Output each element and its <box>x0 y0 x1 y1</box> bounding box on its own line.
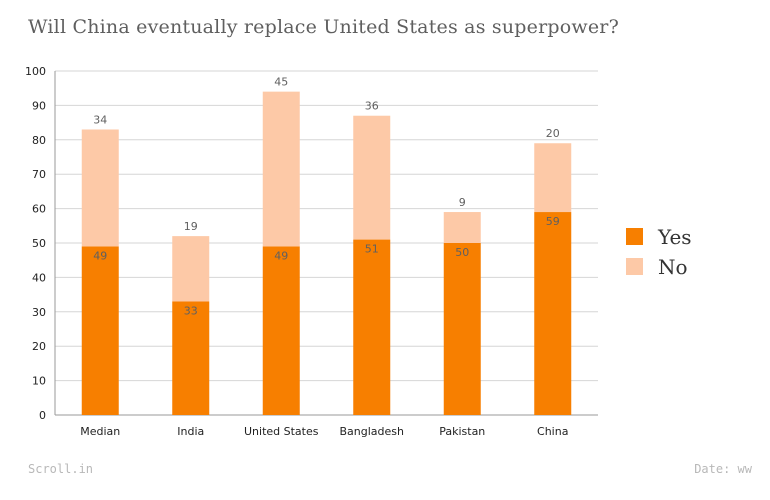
data-label: 19 <box>184 220 198 233</box>
y-tick-label: 100 <box>25 65 46 78</box>
legend-swatch-no <box>626 258 643 275</box>
date-note: Date: ww <box>694 462 752 476</box>
legend-label-no: No <box>658 255 688 279</box>
y-tick-label: 10 <box>32 375 46 388</box>
bar-yes-united-states <box>262 246 300 415</box>
data-label: 36 <box>365 100 379 113</box>
source-credit: Scroll.in <box>28 462 94 476</box>
x-tick-label: Bangladesh <box>340 425 405 438</box>
legend-label-yes: Yes <box>657 225 692 249</box>
bar-yes-china <box>534 212 572 415</box>
y-tick-label: 20 <box>32 340 46 353</box>
bar-yes-median <box>81 246 119 415</box>
bar-no-india <box>172 236 210 302</box>
bar-no-bangladesh <box>353 115 391 240</box>
bar-no-pakistan <box>443 212 481 243</box>
bar-yes-bangladesh <box>353 239 391 415</box>
x-tick-label: United States <box>244 425 319 438</box>
y-tick-label: 30 <box>32 306 46 319</box>
data-label: 9 <box>459 196 466 209</box>
data-label: 49 <box>93 249 107 262</box>
data-label: 20 <box>546 127 560 140</box>
chart-title: Will China eventually replace United Sta… <box>28 16 619 38</box>
y-tick-label: 0 <box>39 409 46 422</box>
y-tick-label: 80 <box>32 134 46 147</box>
data-label: 59 <box>546 215 560 228</box>
y-tick-label: 90 <box>32 99 46 112</box>
data-label: 49 <box>274 249 288 262</box>
data-label: 50 <box>455 246 469 259</box>
legend-swatch-yes <box>626 228 643 245</box>
bar-no-china <box>534 143 572 213</box>
bar-no-median <box>81 129 119 247</box>
bar-yes-pakistan <box>443 243 481 415</box>
x-tick-label: India <box>177 425 204 438</box>
y-tick-label: 60 <box>32 203 46 216</box>
x-tick-label: China <box>537 425 568 438</box>
data-label: 33 <box>184 304 198 317</box>
data-label: 45 <box>274 76 288 89</box>
bar-yes-india <box>172 301 210 415</box>
x-tick-label: Pakistan <box>439 425 485 438</box>
y-tick-label: 40 <box>32 271 46 284</box>
x-tick-label: Median <box>80 425 120 438</box>
data-label: 51 <box>365 243 379 256</box>
y-tick-label: 50 <box>32 237 46 250</box>
y-tick-label: 70 <box>32 168 46 181</box>
data-label: 34 <box>93 113 107 126</box>
bar-no-united-states <box>262 91 300 247</box>
